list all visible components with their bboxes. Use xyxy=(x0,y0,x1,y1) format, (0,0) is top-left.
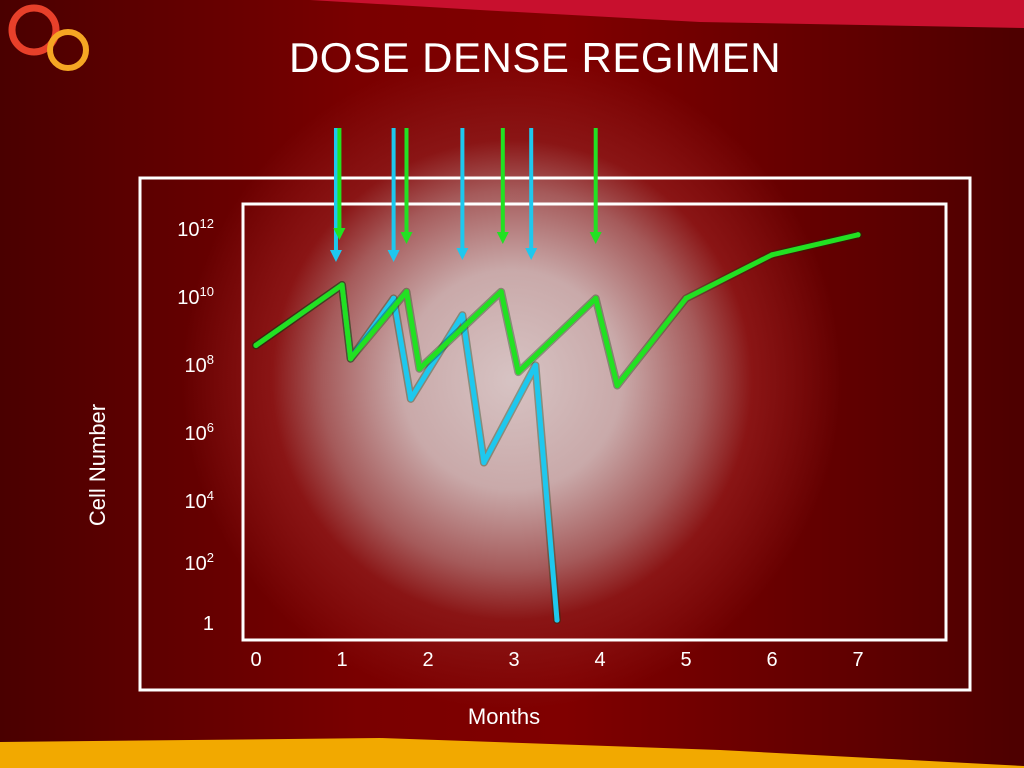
series-point xyxy=(855,232,861,238)
y-tick-label: 104 xyxy=(185,488,214,513)
y-tick-label: 1010 xyxy=(177,284,214,309)
series-point xyxy=(498,289,504,295)
slide-title: DOSE DENSE REGIMEN xyxy=(288,34,782,81)
series-point xyxy=(416,366,422,372)
top-decorative-band xyxy=(310,0,1024,28)
dose-arrows xyxy=(329,128,602,262)
y-tick-label: 1 xyxy=(203,613,214,635)
dose-arrow xyxy=(456,128,469,260)
x-tick-label: 3 xyxy=(508,649,519,671)
series-line xyxy=(253,232,861,388)
series-point xyxy=(683,295,689,301)
series-point xyxy=(339,282,345,288)
series-lines xyxy=(252,230,862,624)
y-tick-label: 108 xyxy=(185,352,214,377)
series-point xyxy=(459,312,465,318)
dose-arrow xyxy=(589,128,602,244)
series-point xyxy=(403,289,410,295)
series-point xyxy=(769,252,775,258)
series-point xyxy=(554,617,560,623)
series-point xyxy=(515,369,521,375)
series-point xyxy=(348,356,354,362)
x-tick-label: 1 xyxy=(336,649,347,671)
x-tick-label: 6 xyxy=(766,649,777,671)
x-tick-labels: 0 1 2 3 4 5 6 7 xyxy=(250,649,863,671)
logo-rings-icon xyxy=(8,4,89,71)
y-tick-label: 106 xyxy=(185,420,214,445)
y-tick-label: 1012 xyxy=(177,216,214,241)
plot-area-frame xyxy=(241,202,948,642)
x-tick-label: 2 xyxy=(422,649,433,671)
series-point xyxy=(481,459,487,466)
y-tick-label: 102 xyxy=(185,550,214,575)
x-tick-label: 5 xyxy=(680,649,691,671)
x-tick-label: 0 xyxy=(250,649,261,671)
x-axis-label: Months xyxy=(467,704,541,729)
x-tick-label: 4 xyxy=(594,649,605,671)
dose-arrow xyxy=(496,128,509,244)
y-tick-labels: 1012 1010 108 106 104 102 1 xyxy=(177,216,214,635)
dose-arrow xyxy=(400,128,413,244)
series-point xyxy=(614,382,620,389)
series-point xyxy=(253,342,259,348)
series-point xyxy=(408,396,414,402)
series-point xyxy=(391,295,397,301)
x-tick-label: 7 xyxy=(852,649,863,671)
dose-arrow xyxy=(333,128,346,240)
series-point xyxy=(532,362,539,368)
dose-arrow xyxy=(525,128,538,260)
bottom-decorative-band xyxy=(0,738,1024,768)
dose-arrow xyxy=(387,128,400,262)
outer-frame xyxy=(138,176,972,692)
series-point xyxy=(593,295,599,301)
